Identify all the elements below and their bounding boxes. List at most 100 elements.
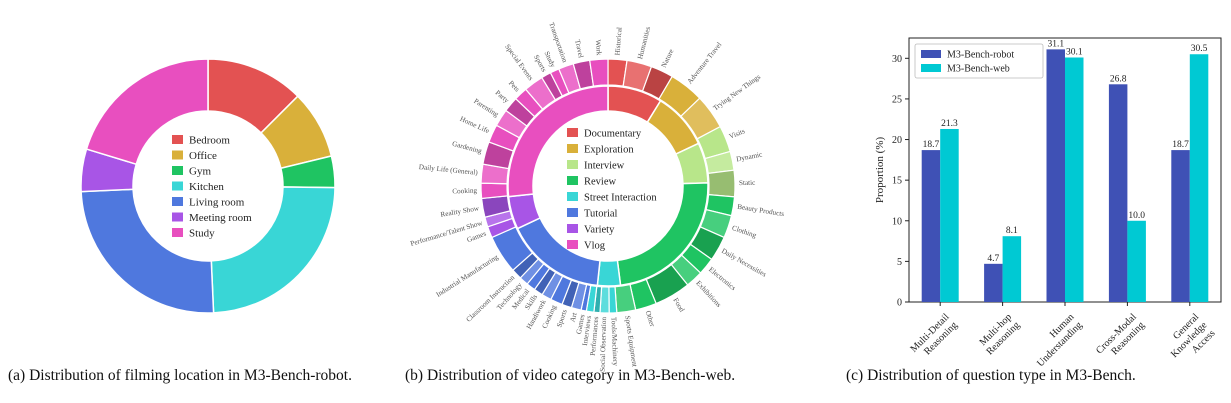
data-label-m3-bench-web-cross-modal-reasoning: 10.0 <box>1128 211 1145 221</box>
outer-label-tutorial-games: Games <box>575 314 587 335</box>
bar-m3-bench-web-multi-hop-reasoning <box>1002 236 1022 302</box>
legend-swatch-study <box>172 228 183 237</box>
bar-chart-question-type: 0 5 10 15 20 25 30 Proportion (%) 18.7 21.3 Multi-… <box>874 37 1222 369</box>
outer-label-vlog-party: Party <box>494 89 511 105</box>
y-tick-label-0: 0 <box>897 298 902 309</box>
outer-label-tutorial-sports: Sports <box>555 308 569 328</box>
outer-label-review-other: Other <box>644 310 657 329</box>
legend-label-living-room: Living room <box>189 197 245 209</box>
legend-swatch-gym <box>172 166 183 175</box>
outer-label-street-interaction-performances: Performances <box>589 316 600 356</box>
data-label-m3-bench-robot-human-understanding: 31.1 <box>1047 39 1064 49</box>
bar-m3-bench-web-general-knowledge-access <box>1189 54 1209 302</box>
outer-ring-vlog-work <box>589 58 609 87</box>
y-tick-label-5: 5 <box>897 257 902 268</box>
data-label-m3-bench-robot-general-knowledge-access: 18.7 <box>1172 140 1189 150</box>
legend-swatch-kitchen <box>172 181 183 191</box>
legend-swatch-interview <box>567 160 578 169</box>
bar-m3-bench-robot-multi-detail-reasoning <box>921 150 941 302</box>
sunburst-chart-video-category: Historical Humanities Nature Adventure Trav… <box>409 21 785 372</box>
outer-label-review-exhibitions: Exhibitions <box>694 279 723 309</box>
outer-label-documentary-historical: Historical <box>614 27 624 56</box>
legend-label-exploration: Exploration <box>584 145 634 156</box>
bar-m3-bench-robot-cross-modal-reasoning <box>1108 84 1128 302</box>
legend-box <box>914 43 1044 79</box>
outer-label-interview-visits: Visits <box>728 127 746 141</box>
legend-swatch-meeting-room <box>172 212 183 222</box>
y-tick-label-20: 20 <box>892 135 902 146</box>
bar-m3-bench-web-multi-detail-reasoning <box>940 128 959 302</box>
outer-label-review-clothing: Clothing <box>731 224 758 240</box>
legend-swatch-tutorial <box>567 208 578 217</box>
outer-ring-interview-static <box>707 169 736 198</box>
outer-label-vlog-home-life: Home Life <box>459 115 491 135</box>
outer-label-tutorial-art: Art <box>569 312 579 323</box>
inner-ring-vlog <box>507 85 609 198</box>
x-tick-label-cross-modal-reasoning: Cross-ModalReasoning <box>1094 311 1147 364</box>
data-label-m3-bench-web-general-knowledge-access: 30.5 <box>1191 44 1208 54</box>
data-label-m3-bench-web-multi-detail-reasoning: 21.3 <box>941 119 958 129</box>
legend-swatch-m3-bench-web <box>921 64 941 72</box>
donut-slice-kitchen <box>210 186 336 314</box>
legend-label-office: Office <box>189 150 217 162</box>
outer-label-vlog-cooking: Cooking <box>452 187 477 196</box>
panel-filming-location: Bedroom Office Gym Kitchen Living room Meetin… <box>0 0 410 403</box>
caption-c: (c) Distribution of question type in M3-… <box>846 367 1136 384</box>
bar-m3-bench-robot-multi-hop-reasoning <box>984 263 1003 302</box>
x-tick-label-human-understanding: HumanUnderstanding <box>1027 312 1085 370</box>
outer-label-vlog-travel: Travel <box>573 39 585 59</box>
legend-swatch-office <box>172 150 183 160</box>
bar-m3-bench-robot-general-knowledge-access <box>1171 150 1190 302</box>
donut-slice-living-room <box>80 188 215 314</box>
y-tick-label-25: 25 <box>892 94 902 105</box>
caption-b: (b) Distribution of video category in M3… <box>405 367 736 384</box>
outer-label-variety-games: Games <box>466 229 488 244</box>
data-label-m3-bench-robot-cross-modal-reasoning: 26.8 <box>1110 74 1127 84</box>
legend-swatch-variety <box>567 224 578 233</box>
caption-a: (a) Distribution of filming location in … <box>8 367 352 384</box>
legend-label-bedroom: Bedroom <box>189 135 230 147</box>
outer-ring-street-interaction-tools-machinery <box>608 286 618 314</box>
legend-label-documentary: Documentary <box>584 129 642 140</box>
outer-label-interview-static: Static <box>739 179 756 187</box>
bar-m3-bench-web-cross-modal-reasoning <box>1127 220 1146 302</box>
outer-ring-vlog-cooking <box>480 182 509 200</box>
outer-label-exploration-adventure-travel: Adventure Travel <box>686 41 724 86</box>
legend-label-m3-bench-web: M3-Bench-web <box>947 64 1010 75</box>
legend-swatch-living-room <box>172 197 183 206</box>
outer-label-variety-reality-show: Reality Show <box>440 204 481 219</box>
outer-label-exploration-trying-new-things: Trying New Things <box>712 73 763 113</box>
legend-label-interview: Interview <box>584 161 625 172</box>
y-axis-label: Proportion (%) <box>874 137 886 204</box>
data-label-m3-bench-web-multi-hop-reasoning: 8.1 <box>1006 226 1018 236</box>
donut-slice-study <box>85 58 209 166</box>
outer-label-vlog-gardening: Gardening <box>451 140 483 156</box>
outer-label-review-sports-equipment: Sports Equipment <box>623 315 638 367</box>
x-tick-label-multi-hop-reasoning: Multi-hopReasoning <box>976 312 1022 358</box>
outer-label-street-interaction-tools-machinery: Tools/Machinery <box>609 317 619 367</box>
outer-label-tutorial-industrial-manufacturing: Industrial Manufacturing <box>435 253 500 299</box>
legend-swatch-vlog <box>567 240 578 249</box>
data-label-m3-bench-robot-multi-detail-reasoning: 18.7 <box>923 140 940 150</box>
y-tick-label-30: 30 <box>892 54 902 65</box>
outer-label-street-interaction-social-observation: Social Observation <box>599 316 608 371</box>
data-label-m3-bench-robot-multi-hop-reasoning: 4.7 <box>987 254 999 264</box>
outer-label-review-daily-necessities: Daily Necessities <box>720 247 768 279</box>
outer-label-documentary-nature: Nature <box>660 48 676 69</box>
legend-swatch-bedroom <box>172 135 183 144</box>
outer-label-vlog-pets: Pets <box>507 79 521 93</box>
inner-ring-street-interaction <box>596 259 622 287</box>
y-tick-label-15: 15 <box>892 176 902 187</box>
outer-label-interview-dynamic: Dynamic <box>736 150 763 163</box>
legend-label-meeting-room: Meeting room <box>189 212 252 224</box>
outer-label-documentary-humanities: Humanities <box>636 26 652 60</box>
legend-swatch-street-interaction <box>567 192 578 201</box>
outer-label-vlog-daily-life-general: Daily Life (General) <box>418 163 478 177</box>
outer-label-review-beauty-products: Beauty Products <box>737 203 785 219</box>
outer-label-vlog-special-events: Special Events <box>503 43 535 82</box>
panel-question-type: 0 5 10 15 20 25 30 Proportion (%) 18.7 21.3 Multi-… <box>840 0 1231 403</box>
legend-swatch-exploration <box>567 144 578 153</box>
donut-chart-filming-location: Bedroom Office Gym Kitchen Living room Meetin… <box>80 58 336 314</box>
legend-label-study: Study <box>189 228 215 240</box>
legend-label-vlog: Vlog <box>584 241 606 252</box>
